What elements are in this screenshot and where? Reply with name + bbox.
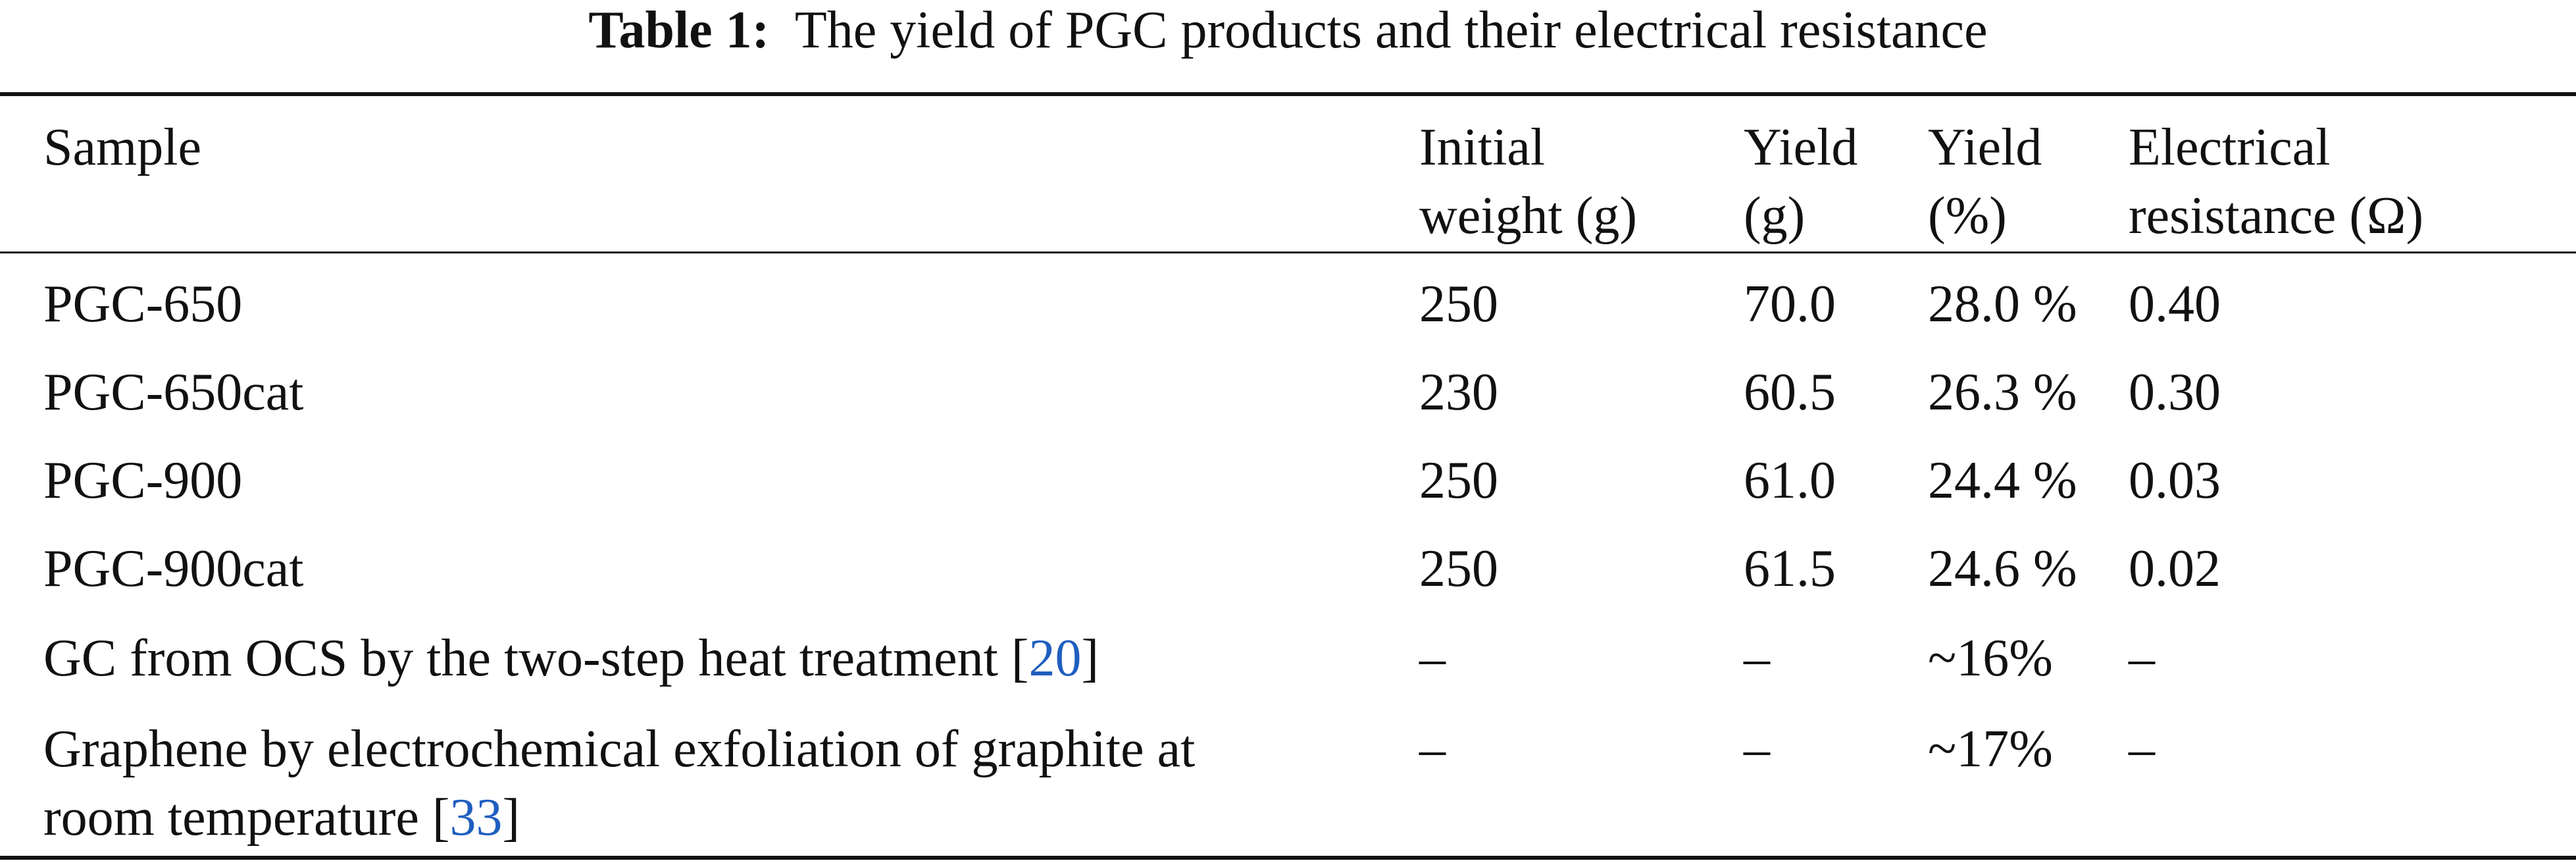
row-0-yield-pct: 28.0 % <box>1928 275 2077 333</box>
row-1-resistance: 0.30 <box>2129 363 2221 421</box>
reference-link-33[interactable]: 33 <box>449 789 503 847</box>
header-yield-g-line2: (g) <box>1744 187 1806 245</box>
row-4-resistance: – <box>2129 629 2155 687</box>
table-title: The yield of PGC products and their elec… <box>794 1 1988 59</box>
row-2-sample: PGC-900 <box>43 452 243 510</box>
row-1-yield-pct: 26.3 % <box>1928 363 2077 421</box>
header-initial-weight-line2: weight (g) <box>1419 187 1638 245</box>
row-1-sample: PGC-650cat <box>43 363 304 421</box>
header-yield-pct-line1: Yield <box>1928 118 2042 176</box>
row-5-resistance: – <box>2129 720 2155 778</box>
row-5-sample-text: room temperature <box>43 789 432 847</box>
row-0-sample: PGC-650 <box>43 275 243 333</box>
header-resistance-line1: Electrical <box>2129 118 2331 176</box>
row-2-yield-g: 61.0 <box>1744 452 1836 510</box>
header-rule <box>0 251 2576 253</box>
row-4-yield-g: – <box>1744 629 1770 687</box>
row-2-yield-pct: 24.4 % <box>1928 452 2077 510</box>
row-0-yield-g: 70.0 <box>1744 275 1836 333</box>
row-0-resistance: 0.40 <box>2129 275 2221 333</box>
table-caption: Table 1: The yield of PGC products and t… <box>0 0 2576 61</box>
reference-link-20[interactable]: 20 <box>1028 629 1082 687</box>
bottom-rule <box>0 856 2576 860</box>
row-4-yield-pct: ~16% <box>1928 629 2053 687</box>
header-resistance-line2: resistance (Ω) <box>2129 187 2424 245</box>
row-3-sample: PGC-900cat <box>43 540 304 598</box>
row-5-yield-pct: ~17% <box>1928 720 2053 778</box>
row-3-yield-g: 61.5 <box>1744 540 1836 598</box>
row-5-yield-g: – <box>1744 720 1770 778</box>
row-1-initial-weight: 230 <box>1419 363 1498 421</box>
header-initial-weight-line1: Initial <box>1419 118 1546 176</box>
top-rule <box>0 92 2576 96</box>
row-5-initial-weight: – <box>1419 720 1446 778</box>
header-sample: Sample <box>43 118 201 176</box>
row-4-sample: GC from OCS by the two-step heat treatme… <box>43 629 1099 687</box>
row-3-yield-pct: 24.6 % <box>1928 540 2077 598</box>
row-5-sample-line2: room temperature [33] <box>43 789 520 847</box>
row-4-sample-text: GC from OCS by the two-step heat treatme… <box>43 629 1011 687</box>
header-yield-pct-line2: (%) <box>1928 187 2007 245</box>
row-3-initial-weight: 250 <box>1419 540 1498 598</box>
row-0-initial-weight: 250 <box>1419 275 1498 333</box>
row-1-yield-g: 60.5 <box>1744 363 1836 421</box>
row-2-initial-weight: 250 <box>1419 452 1498 510</box>
row-3-resistance: 0.02 <box>2129 540 2221 598</box>
table-label: Table 1: <box>588 1 770 59</box>
header-yield-g-line1: Yield <box>1744 118 1858 176</box>
row-4-initial-weight: – <box>1419 629 1446 687</box>
row-5-sample-line1: Graphene by electrochemical exfoliation … <box>43 720 1196 778</box>
row-2-resistance: 0.03 <box>2129 452 2221 510</box>
